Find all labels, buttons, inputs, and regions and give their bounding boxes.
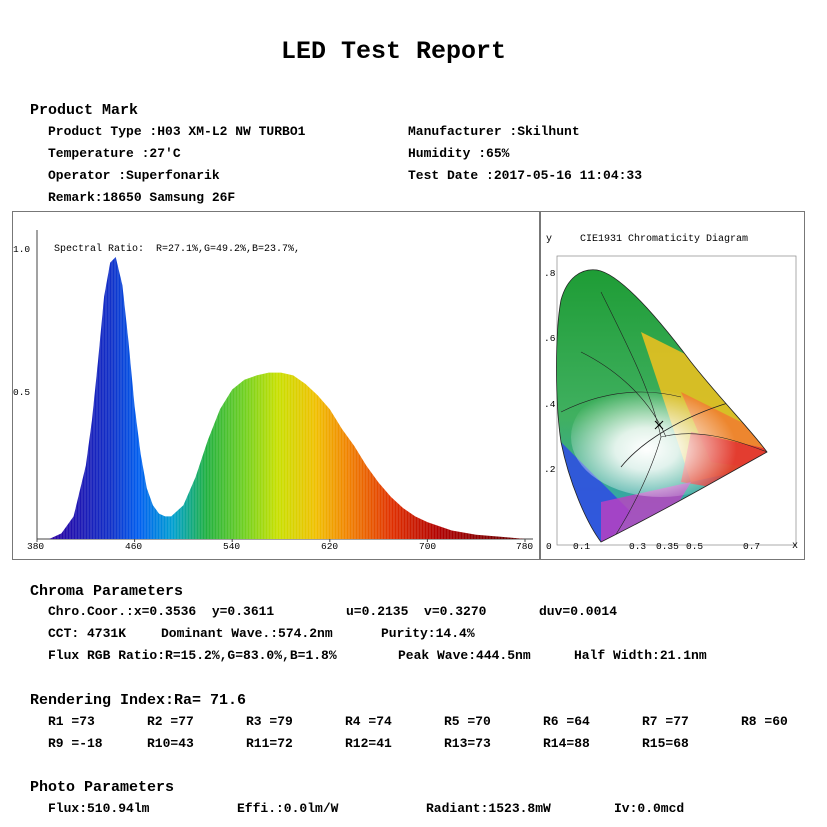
x-tick-460: 460 xyxy=(125,541,143,552)
r5: R5 =70 xyxy=(444,714,491,729)
cie-horseshoe xyxy=(556,269,767,542)
r10: R10=43 xyxy=(147,736,194,751)
radiant: Radiant:1523.8mW xyxy=(426,801,551,816)
cie-x-tick-01: 0.1 xyxy=(573,541,591,552)
spectral-svg xyxy=(36,230,533,542)
r13: R13=73 xyxy=(444,736,491,751)
report-title: LED Test Report xyxy=(281,37,507,66)
purity: Purity:14.4% xyxy=(381,626,475,641)
cie-chart: y CIE1931 Chromaticity Diagram .8 .6 .4 … xyxy=(540,211,805,560)
iv: Iv:0.0mcd xyxy=(614,801,685,816)
half-width: Half Width:21.1nm xyxy=(574,648,707,663)
x-tick-700: 700 xyxy=(419,541,437,552)
x-tick-380: 380 xyxy=(27,541,45,552)
peak-wave: Peak Wave:444.5nm xyxy=(398,648,531,663)
chroma-duv: duv=0.0014 xyxy=(539,604,618,619)
spectral-ratio: Spectral Ratio: R=27.1%,G=49.2%,B=23.7%, xyxy=(54,244,301,255)
remark: Remark:18650 Samsung 26F xyxy=(48,190,236,205)
spectral-chart: 1.0 0.5 Spectral Ratio: R=27.1%,G=49.2%,… xyxy=(12,211,540,560)
efficiency: Effi.:0.0lm/W xyxy=(237,801,339,816)
x-tick-540: 540 xyxy=(223,541,241,552)
temperature: Temperature :27'C xyxy=(48,146,181,161)
r6: R6 =64 xyxy=(543,714,590,729)
cie-y-axis-label: y xyxy=(546,234,553,245)
operator: Operator :Superfonarik xyxy=(48,168,220,183)
y-tick-05: 0.5 xyxy=(13,387,31,398)
r15: R15=68 xyxy=(642,736,689,751)
test-date: Test Date :2017-05-16 11:04:33 xyxy=(408,168,643,183)
cie-y-tick-02: .2 xyxy=(544,464,556,475)
photo-heading: Photo Parameters xyxy=(30,779,175,796)
product-type: Product Type :H03 XM-L2 NW TURBO1 xyxy=(48,124,306,139)
spectrum-area xyxy=(49,257,525,539)
cct: CCT: 4731K xyxy=(48,626,127,641)
cie-title: CIE1931 Chromaticity Diagram xyxy=(580,234,749,245)
cie-x-tick-07: 0.7 xyxy=(743,541,761,552)
cie-point-marker xyxy=(654,420,664,430)
cie-y-tick-06: .6 xyxy=(544,333,556,344)
y-tick-1: 1.0 xyxy=(13,244,31,255)
r14: R14=88 xyxy=(543,736,590,751)
manufacturer: Manufacturer :Skilhunt xyxy=(408,124,580,139)
r11: R11=72 xyxy=(246,736,293,751)
r2: R2 =77 xyxy=(147,714,194,729)
r1: R1 =73 xyxy=(48,714,95,729)
r3: R3 =79 xyxy=(246,714,293,729)
cie-x-tick-03: 0.3 xyxy=(629,541,647,552)
cie-x-tick-035: 0.35 xyxy=(656,541,679,552)
cie-svg xyxy=(556,255,797,546)
x-tick-620: 620 xyxy=(321,541,339,552)
chroma-uv: u=0.2135 v=0.3270 xyxy=(346,604,487,619)
flux-rgb-ratio: Flux RGB Ratio:R=15.2%,G=83.0%,B=1.8% xyxy=(48,648,337,663)
humidity: Humidity :65% xyxy=(408,146,510,161)
r7: R7 =77 xyxy=(642,714,689,729)
cie-y-tick-04: .4 xyxy=(544,399,556,410)
cie-y-tick-08: .8 xyxy=(544,268,556,279)
chroma-heading: Chroma Parameters xyxy=(30,583,184,600)
r8: R8 =60 xyxy=(741,714,788,729)
r9: R9 =-18 xyxy=(48,736,103,751)
product-heading: Product Mark xyxy=(30,102,139,119)
r4: R4 =74 xyxy=(345,714,392,729)
r12: R12=41 xyxy=(345,736,392,751)
cie-y-tick-0: 0 xyxy=(546,541,552,552)
x-tick-780: 780 xyxy=(516,541,534,552)
cie-x-tick-05: 0.5 xyxy=(686,541,704,552)
cie-x-axis-label: x xyxy=(792,541,799,552)
dominant-wave: Dominant Wave.:574.2nm xyxy=(161,626,333,641)
rendering-heading: Rendering Index:Ra= 71.6 xyxy=(30,692,247,709)
chroma-coord: Chro.Coor.:x=0.3536 y=0.3611 xyxy=(48,604,275,619)
flux: Flux:510.94lm xyxy=(48,801,150,816)
